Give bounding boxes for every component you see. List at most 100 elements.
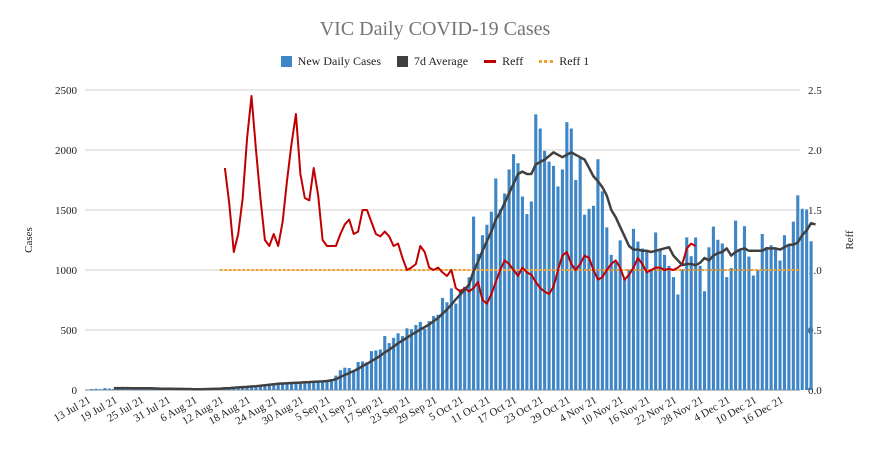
case-bar bbox=[685, 237, 689, 390]
y2-tick-label: 1.5 bbox=[808, 205, 822, 217]
legend-swatch-reff-1 bbox=[539, 60, 554, 63]
case-bar bbox=[307, 382, 311, 390]
case-bar bbox=[258, 386, 262, 390]
y2-tick-label: 2.0 bbox=[808, 145, 822, 157]
case-bar bbox=[800, 208, 804, 390]
case-bar bbox=[107, 388, 111, 390]
case-bar bbox=[383, 336, 387, 390]
case-bar bbox=[631, 228, 636, 390]
legend-item-7d-average[interactable]: 7d Average bbox=[397, 54, 468, 69]
case-bar bbox=[654, 232, 658, 390]
case-bar bbox=[365, 362, 369, 390]
case-bar bbox=[569, 128, 573, 390]
case-bar bbox=[796, 195, 800, 390]
case-bar bbox=[538, 128, 542, 390]
case-bar bbox=[427, 321, 431, 390]
case-bar bbox=[303, 382, 307, 390]
case-bar bbox=[369, 351, 373, 390]
case-bar bbox=[729, 268, 733, 390]
case-bar bbox=[778, 260, 782, 390]
case-bar bbox=[636, 241, 640, 390]
case-bar bbox=[520, 196, 524, 390]
case-bar bbox=[352, 371, 356, 390]
case-bar bbox=[534, 114, 538, 391]
case-bar bbox=[334, 375, 338, 390]
case-bar bbox=[587, 208, 591, 390]
case-bar bbox=[645, 249, 649, 390]
case-bar bbox=[405, 328, 409, 390]
case-bar bbox=[392, 337, 396, 390]
case-bar bbox=[121, 388, 125, 390]
y-axis-title: Cases bbox=[23, 227, 35, 253]
case-bar bbox=[765, 246, 769, 390]
legend-item-reff-1[interactable]: Reff 1 bbox=[539, 54, 589, 69]
case-bar bbox=[289, 384, 294, 390]
legend-item-reff[interactable]: Reff bbox=[484, 54, 523, 69]
case-bar bbox=[90, 389, 94, 390]
case-bar bbox=[449, 288, 453, 390]
case-bar bbox=[782, 235, 787, 390]
case-bar bbox=[321, 381, 325, 390]
case-bar bbox=[338, 370, 342, 390]
case-bar bbox=[472, 216, 476, 390]
case-bar bbox=[361, 361, 365, 390]
case-bar bbox=[512, 154, 516, 390]
y-tick-label: 0 bbox=[72, 385, 78, 397]
case-bar bbox=[312, 381, 316, 390]
legend-swatch-reff bbox=[484, 60, 497, 63]
case-bar bbox=[325, 380, 329, 390]
case-bar bbox=[423, 328, 427, 390]
case-bar bbox=[458, 289, 462, 390]
legend-swatch-bars bbox=[280, 56, 292, 67]
case-bar bbox=[805, 209, 809, 390]
case-bar bbox=[480, 235, 485, 390]
case-bar bbox=[245, 387, 249, 390]
case-bar bbox=[774, 249, 778, 390]
case-bar bbox=[574, 180, 578, 390]
case-bar bbox=[263, 384, 267, 390]
case-bar bbox=[596, 159, 600, 390]
case-bar bbox=[591, 205, 596, 390]
case-bar bbox=[525, 214, 529, 390]
case-bar bbox=[787, 245, 791, 390]
case-bar bbox=[112, 388, 116, 390]
legend-item-new-daily-cases[interactable]: New Daily Cases bbox=[280, 54, 381, 69]
case-bar bbox=[254, 385, 258, 390]
case-bar bbox=[98, 389, 103, 390]
legend-label-7d-average: 7d Average bbox=[414, 54, 469, 68]
legend-label-reff: Reff bbox=[502, 54, 524, 68]
case-bar bbox=[432, 316, 436, 390]
case-bar bbox=[347, 368, 351, 390]
case-bar bbox=[267, 384, 271, 390]
case-bar bbox=[583, 214, 587, 390]
case-bar bbox=[445, 302, 449, 390]
case-bar bbox=[769, 245, 773, 390]
case-bar bbox=[556, 186, 560, 390]
case-bar bbox=[658, 249, 662, 390]
case-bar bbox=[547, 161, 551, 390]
case-bar bbox=[667, 265, 671, 390]
y2-tick-label: 2.5 bbox=[808, 85, 822, 97]
case-bar bbox=[409, 329, 413, 390]
case-bar bbox=[751, 275, 755, 390]
case-bar bbox=[707, 247, 711, 390]
case-bar bbox=[649, 269, 653, 390]
case-bar bbox=[440, 297, 445, 390]
case-bar bbox=[400, 336, 405, 390]
case-bar bbox=[618, 240, 622, 390]
case-bar bbox=[623, 277, 627, 390]
case-bar bbox=[747, 256, 751, 390]
case-bar bbox=[343, 367, 347, 390]
case-bar bbox=[627, 269, 631, 390]
case-bar bbox=[241, 387, 245, 390]
case-bar bbox=[489, 211, 493, 390]
case-bar bbox=[742, 226, 747, 390]
case-bar bbox=[711, 226, 715, 390]
case-bar bbox=[529, 201, 533, 390]
case-bar bbox=[232, 388, 236, 390]
case-bar bbox=[298, 381, 302, 390]
case-bar bbox=[103, 388, 107, 390]
case-bar bbox=[734, 220, 738, 390]
case-bar bbox=[725, 277, 729, 390]
case-bar bbox=[551, 165, 556, 390]
